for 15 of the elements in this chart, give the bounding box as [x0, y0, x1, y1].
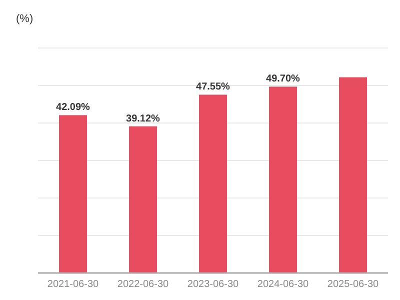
bar: [339, 77, 367, 273]
bar: [59, 115, 87, 273]
data-label: 49.70%: [266, 74, 300, 85]
bar: [199, 94, 227, 273]
x-tick-label: 2023-06-30: [187, 279, 240, 290]
x-tick-label: 2022-06-30: [117, 279, 170, 290]
x-tick-label: 2025-06-30: [327, 279, 380, 290]
bar: [129, 126, 157, 273]
bar: [269, 86, 297, 273]
data-label: 42.09%: [56, 102, 90, 114]
y-axis-title: (%): [16, 13, 34, 25]
x-tick-label: 2021-06-30: [47, 279, 100, 290]
data-label: 39.12%: [126, 113, 160, 124]
x-tick-label: 2024-06-30: [257, 279, 310, 290]
data-label: 47.55%: [196, 82, 230, 93]
